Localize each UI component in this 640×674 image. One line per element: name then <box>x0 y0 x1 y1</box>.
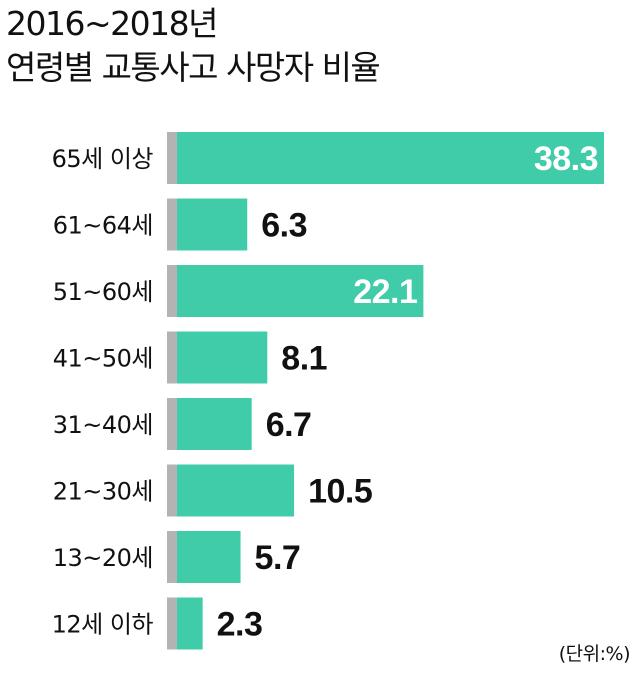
value-label: 8.1 <box>281 340 327 378</box>
category-label: 51~60세 <box>53 278 153 306</box>
bar-stub <box>167 331 177 384</box>
category-label: 12세 이하 <box>52 611 154 639</box>
category-label: 61~64세 <box>53 212 153 240</box>
bar-stub <box>167 132 177 184</box>
bar <box>177 265 424 317</box>
value-label: 6.3 <box>261 207 307 245</box>
bar-stub <box>167 464 177 517</box>
bar-stub <box>167 597 177 650</box>
bar-stub <box>167 531 177 583</box>
chart-title: 2016~2018년 연령별 교통사고 사망자 비율 <box>6 2 381 90</box>
chart-title-line-2: 연령별 교통사고 사망자 비율 <box>6 48 381 87</box>
category-label: 31~40세 <box>53 411 153 439</box>
chart-title-line-1: 2016~2018년 <box>6 4 218 43</box>
bar <box>177 132 604 184</box>
bar-stub <box>167 265 177 317</box>
bar-stub <box>167 398 177 450</box>
category-label: 21~30세 <box>53 478 153 506</box>
value-label: 22.1 <box>353 273 417 311</box>
value-label: 38.3 <box>534 140 598 178</box>
value-label: 10.5 <box>308 473 372 511</box>
value-label: 5.7 <box>255 539 301 577</box>
bar <box>177 398 252 450</box>
bar <box>177 531 241 583</box>
category-label: 13~20세 <box>53 544 153 572</box>
bar <box>177 331 268 384</box>
unit-note: (단위:%) <box>558 643 631 665</box>
bar <box>177 597 203 650</box>
bar-stub <box>167 198 177 251</box>
bar <box>177 464 295 517</box>
category-label: 41~50세 <box>53 345 153 373</box>
value-label: 2.3 <box>217 606 263 644</box>
category-label: 65세 이상 <box>52 145 154 173</box>
value-label: 6.7 <box>266 406 312 444</box>
bar <box>177 198 248 251</box>
